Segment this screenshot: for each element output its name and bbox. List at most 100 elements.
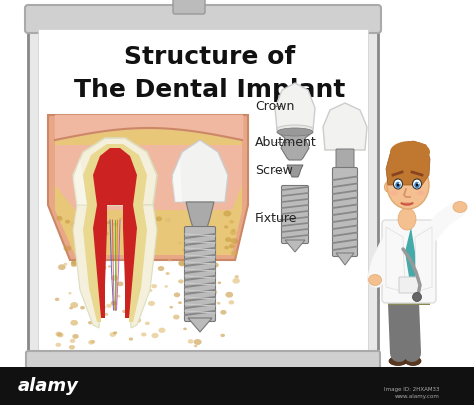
Ellipse shape [89, 309, 95, 313]
Ellipse shape [113, 223, 118, 226]
Ellipse shape [229, 220, 234, 224]
Ellipse shape [389, 356, 407, 365]
Ellipse shape [79, 248, 85, 252]
Ellipse shape [145, 322, 150, 325]
Text: alamy: alamy [18, 377, 79, 395]
Ellipse shape [399, 183, 400, 184]
Ellipse shape [71, 263, 77, 267]
Ellipse shape [68, 292, 72, 294]
Ellipse shape [132, 317, 138, 322]
Ellipse shape [194, 345, 198, 347]
Ellipse shape [80, 306, 85, 309]
Ellipse shape [204, 308, 208, 311]
Ellipse shape [128, 224, 131, 226]
Ellipse shape [86, 251, 91, 254]
Ellipse shape [200, 280, 208, 286]
Ellipse shape [106, 304, 112, 308]
Ellipse shape [397, 183, 399, 186]
Ellipse shape [186, 303, 192, 308]
Ellipse shape [55, 298, 59, 301]
Ellipse shape [70, 302, 78, 308]
Ellipse shape [91, 247, 95, 250]
Ellipse shape [211, 285, 214, 287]
Ellipse shape [170, 306, 173, 309]
Ellipse shape [395, 182, 401, 188]
Ellipse shape [405, 356, 421, 365]
Ellipse shape [182, 248, 186, 251]
Ellipse shape [228, 300, 234, 305]
Ellipse shape [65, 220, 70, 224]
Text: Image ID: 2HXAM33
www.alamy.com: Image ID: 2HXAM33 www.alamy.com [384, 387, 440, 399]
Ellipse shape [224, 225, 228, 228]
Ellipse shape [56, 216, 63, 220]
Polygon shape [93, 148, 137, 205]
Ellipse shape [417, 190, 425, 196]
Ellipse shape [141, 333, 146, 337]
Ellipse shape [230, 238, 238, 244]
Ellipse shape [110, 301, 117, 306]
Polygon shape [55, 145, 242, 210]
Ellipse shape [64, 263, 67, 266]
Ellipse shape [178, 301, 182, 304]
Ellipse shape [173, 315, 180, 320]
Polygon shape [186, 202, 214, 228]
Ellipse shape [212, 262, 219, 267]
Ellipse shape [108, 265, 111, 268]
Text: Screw: Screw [255, 164, 293, 177]
Polygon shape [336, 253, 354, 265]
Ellipse shape [232, 278, 240, 284]
Ellipse shape [368, 275, 382, 286]
Ellipse shape [412, 292, 421, 301]
Ellipse shape [174, 292, 180, 297]
Ellipse shape [220, 310, 227, 315]
Ellipse shape [416, 183, 418, 186]
Ellipse shape [220, 334, 225, 337]
Ellipse shape [94, 247, 101, 252]
Ellipse shape [225, 237, 231, 242]
Ellipse shape [218, 281, 221, 284]
Text: The Dental Implant: The Dental Implant [74, 78, 346, 102]
FancyBboxPatch shape [28, 23, 378, 363]
Ellipse shape [73, 222, 79, 226]
Ellipse shape [178, 241, 182, 245]
Ellipse shape [390, 190, 398, 196]
Ellipse shape [106, 221, 110, 224]
Ellipse shape [231, 250, 238, 256]
Ellipse shape [122, 310, 127, 313]
Ellipse shape [202, 308, 206, 311]
Ellipse shape [101, 305, 106, 309]
Ellipse shape [231, 228, 236, 232]
Ellipse shape [70, 320, 78, 326]
Bar [388, 297, 430, 305]
Polygon shape [277, 132, 313, 160]
FancyBboxPatch shape [38, 29, 368, 355]
Ellipse shape [165, 272, 170, 275]
Ellipse shape [387, 161, 429, 209]
Ellipse shape [402, 202, 412, 206]
Ellipse shape [224, 246, 229, 249]
Ellipse shape [277, 128, 313, 136]
Ellipse shape [129, 337, 133, 341]
Ellipse shape [58, 264, 66, 270]
Ellipse shape [229, 244, 235, 248]
Polygon shape [129, 205, 157, 328]
Ellipse shape [178, 261, 186, 266]
Polygon shape [405, 227, 418, 292]
Ellipse shape [223, 211, 231, 217]
Ellipse shape [70, 339, 75, 343]
Polygon shape [172, 140, 228, 202]
Ellipse shape [206, 297, 210, 300]
Text: Crown: Crown [255, 100, 294, 113]
Polygon shape [285, 240, 305, 252]
Polygon shape [172, 158, 182, 202]
Bar [0, 367, 474, 405]
Polygon shape [48, 115, 248, 260]
Polygon shape [73, 205, 101, 328]
FancyBboxPatch shape [173, 0, 205, 14]
Ellipse shape [217, 302, 220, 305]
Ellipse shape [97, 252, 104, 257]
Polygon shape [287, 165, 303, 177]
Ellipse shape [152, 333, 159, 338]
Ellipse shape [88, 340, 94, 345]
FancyBboxPatch shape [382, 220, 436, 303]
